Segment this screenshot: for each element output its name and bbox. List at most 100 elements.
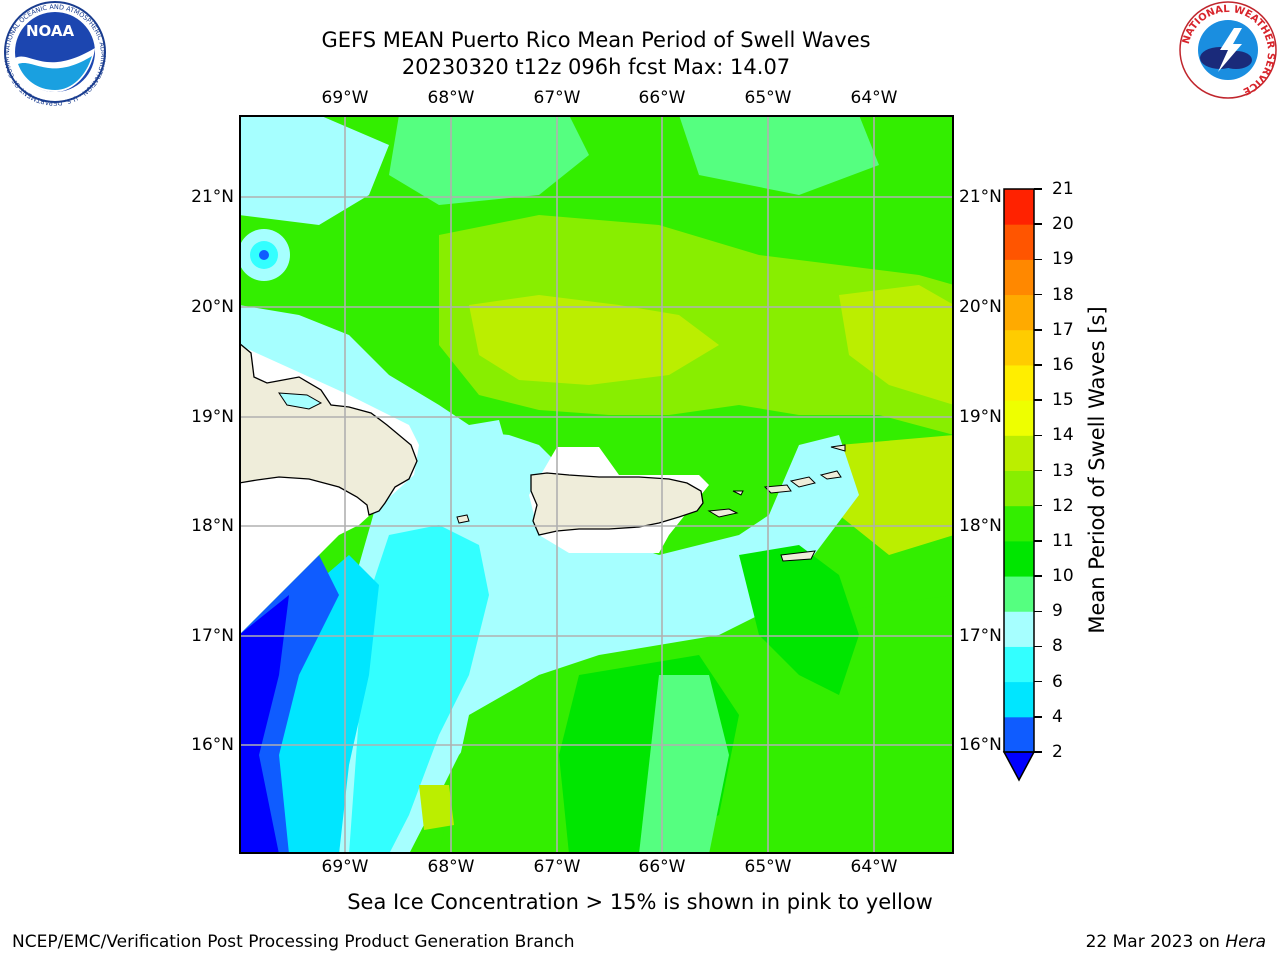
island-culebra: [732, 490, 744, 496]
field-south-light-cyan: [339, 425, 859, 854]
colorbar-tick-mark: [1034, 751, 1042, 753]
island-vieques: [707, 508, 739, 518]
lon-tick-top: 66°W: [638, 88, 686, 108]
colorbar-segment: [1004, 400, 1034, 436]
noaa-logo-text: NOAA: [26, 22, 75, 40]
colorbar-tick-mark: [1034, 364, 1042, 366]
footer-date-text: 22 Mar 2023 on: [1085, 932, 1226, 952]
colorbar-segment: [1004, 189, 1034, 225]
land-hispaniola: [239, 342, 418, 516]
colorbar-tick-mark: [1034, 399, 1042, 401]
colorbar-level-label: 18: [1052, 284, 1074, 305]
lat-tick-left: 21°N: [191, 187, 234, 207]
lat-tick-left: 19°N: [191, 407, 234, 427]
chart-subtitle: 20230320 t12z 096h fcst Max: 14.07: [401, 55, 791, 79]
colorbar-level-label: 13: [1052, 460, 1074, 481]
footer-date: 22 Mar 2023 on Hera: [1086, 932, 1266, 952]
lat-tick-left: 20°N: [191, 297, 234, 317]
lat-tick-left: 16°N: [191, 735, 234, 755]
field-south-cyan: [349, 525, 489, 854]
colorbar-level-label: 11: [1052, 530, 1074, 551]
lat-tick-left: 18°N: [191, 516, 234, 536]
colorbar-segment: [1004, 716, 1034, 753]
colorbar-segments: [1004, 189, 1034, 753]
colorbar-tick-mark: [1034, 540, 1042, 542]
noaa-logo: NATIONAL OCEANIC AND ATMOSPHERIC ADMINIS…: [0, 0, 107, 107]
lon-tick-top: 65°W: [744, 88, 792, 108]
colorbar-segment: [1004, 470, 1034, 507]
lon-tick-bottom: 64°W: [850, 857, 898, 877]
lon-tick-top: 67°W: [533, 88, 581, 108]
lon-tick-bottom: 67°W: [533, 857, 581, 877]
colorbar-under-arrow: [1002, 751, 1036, 782]
lat-tick-right: 21°N: [959, 187, 1002, 207]
colorbar-level-label: 16: [1052, 354, 1074, 375]
colorbar-segment: [1004, 294, 1034, 331]
island-mona: [456, 514, 470, 524]
colorbar-level-label: 10: [1052, 566, 1074, 587]
colorbar-tick-mark: [1034, 258, 1042, 261]
field-south-yellow-patch: [419, 785, 454, 830]
island-tortola: [789, 476, 816, 488]
colorbar-segment: [1004, 540, 1034, 577]
colorbar-segment: [1004, 611, 1034, 647]
lon-tick-top: 69°W: [321, 88, 369, 108]
lon-tick-bottom: 65°W: [744, 857, 792, 877]
colorbar-level-label: 6: [1052, 671, 1063, 692]
colorbar-level-label: 4: [1052, 706, 1063, 727]
map-gridlines: [239, 115, 954, 854]
samana-bay: [278, 392, 323, 410]
colorbar-level-label: 12: [1052, 495, 1074, 516]
colorbar-segment: [1004, 681, 1034, 718]
lon-tick-bottom: 69°W: [321, 857, 369, 877]
colorbar-tick-mark: [1034, 504, 1042, 507]
lat-tick-right: 19°N: [959, 407, 1002, 427]
nws-logo: NATIONAL WEATHER SERVICE: [1179, 1, 1277, 99]
colorbar-segment: [1004, 259, 1034, 296]
colorbar-level-label: 20: [1052, 214, 1074, 235]
field-sw-deep-blue: [239, 595, 289, 854]
colorbar-segment: [1004, 329, 1034, 366]
colorbar-segment: [1004, 646, 1034, 683]
colorbar: [1002, 188, 1036, 782]
colorbar-tick-mark: [1034, 610, 1042, 612]
colorbar-tick-mark: [1034, 329, 1042, 331]
colorbar-tick-mark: [1034, 716, 1042, 718]
island-anegada: [830, 444, 846, 452]
lat-tick-right: 17°N: [959, 626, 1002, 646]
island-st-thomas: [763, 484, 792, 494]
colorbar-tick-mark: [1034, 469, 1042, 472]
field-central-yellow: [469, 295, 719, 385]
field-mid-light-cyan: [239, 305, 509, 460]
colorbar-level-label: 2: [1052, 742, 1063, 762]
colorbar-segment: [1004, 435, 1034, 471]
colorbar-tick-mark: [1034, 434, 1042, 437]
map-frame: [239, 115, 954, 854]
colorbar-level-label: 19: [1052, 249, 1074, 270]
lat-tick-left: 17°N: [191, 626, 234, 646]
sea-ice-caption: Sea Ice Concentration > 15% is shown in …: [347, 890, 933, 914]
footer-branch: NCEP/EMC/Verification Post Processing Pr…: [12, 932, 575, 952]
colorbar-tick-mark: [1034, 645, 1042, 648]
lat-tick-right: 20°N: [959, 297, 1002, 317]
colorbar-level-label: 8: [1052, 636, 1063, 657]
field-se-green: [739, 545, 859, 695]
lon-tick-top: 68°W: [427, 88, 475, 108]
colorbar-segment: [1004, 505, 1034, 542]
colorbar-tick-mark: [1034, 223, 1042, 225]
lat-tick-right: 18°N: [959, 516, 1002, 536]
colorbar-title: Mean Period of Swell Waves [s]: [1085, 306, 1109, 634]
colorbar-segment: [1004, 576, 1034, 612]
colorbar-segment: [1004, 224, 1034, 260]
lon-tick-bottom: 68°W: [427, 857, 475, 877]
colorbar-level-label: 15: [1052, 390, 1074, 411]
colorbar-tick-mark: [1034, 188, 1042, 190]
field-eddy-core: [259, 250, 269, 260]
footer-machine: Hera: [1225, 932, 1266, 952]
lat-tick-right: 16°N: [959, 735, 1002, 755]
field-ne-pale-green: [679, 115, 879, 195]
field-north-pale-green: [389, 115, 589, 205]
lon-tick-bottom: 66°W: [638, 857, 686, 877]
island-virgin-gorda: [819, 470, 842, 480]
colorbar-level-label: 9: [1052, 601, 1063, 622]
